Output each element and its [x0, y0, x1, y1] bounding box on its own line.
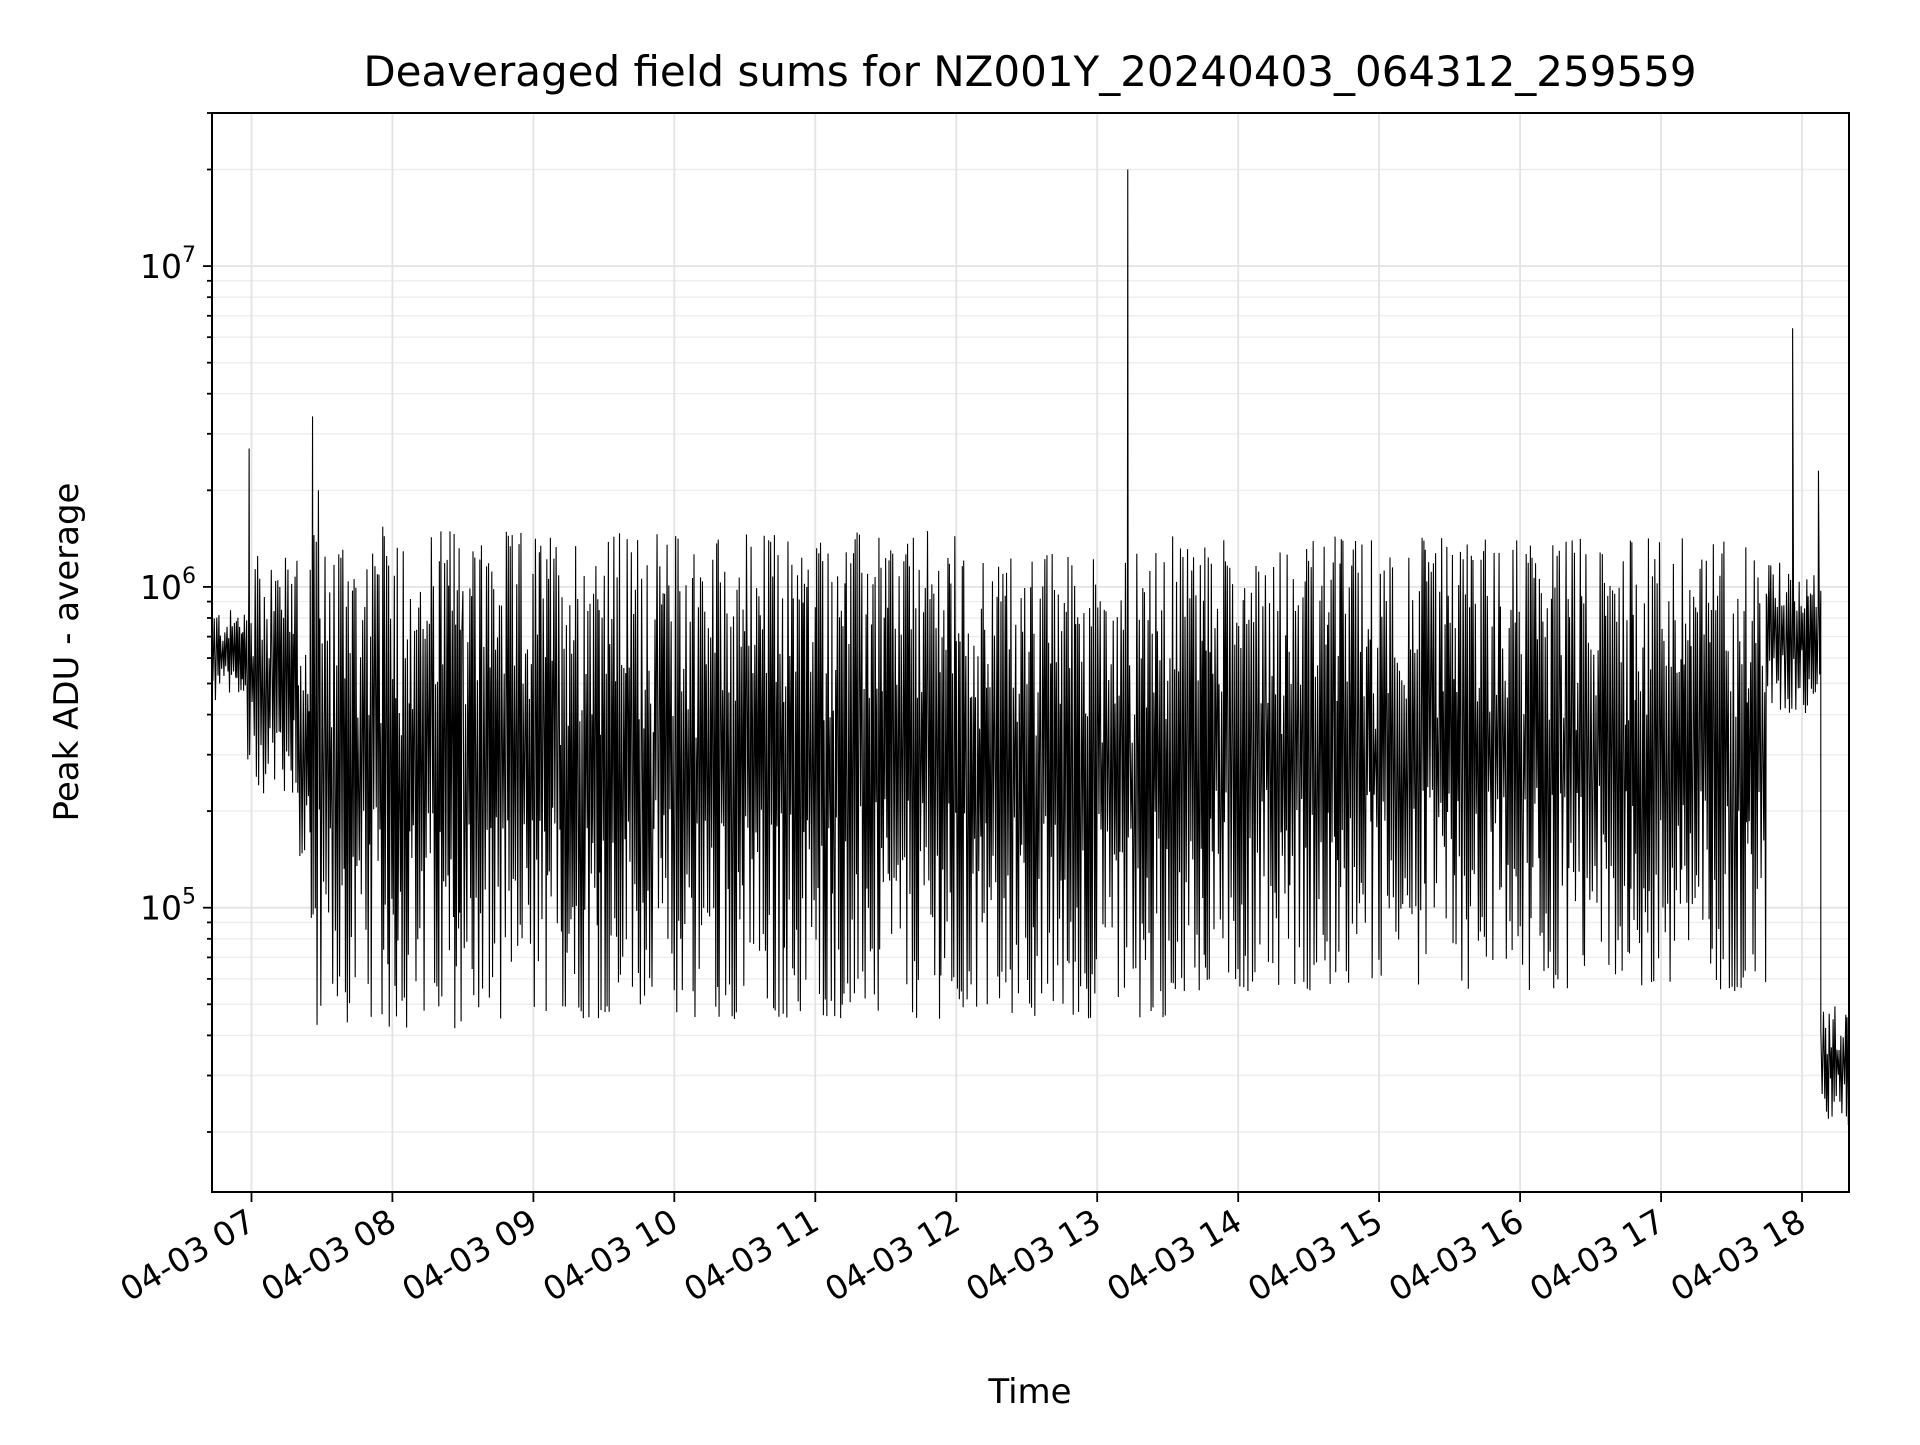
- x-axis-label: Time: [987, 1372, 1071, 1412]
- chart-title: Deaveraged field sums for NZ001Y_2024040…: [363, 47, 1696, 96]
- y-tick-base: 10: [140, 247, 182, 286]
- y-tick-exponent: 7: [182, 243, 196, 268]
- plot-area: [211, 169, 1849, 1126]
- y-tick-base: 10: [140, 889, 182, 928]
- y-tick-base: 10: [140, 568, 182, 607]
- y-axis-label: Peak ADU - average: [47, 483, 87, 822]
- y-tick-label: 107: [140, 243, 196, 286]
- y-tick-label: 105: [140, 885, 196, 928]
- series-line: [211, 169, 1849, 1126]
- y-tick-label: 106: [140, 564, 196, 607]
- y-tick-exponent: 6: [182, 564, 196, 589]
- y-tick-exponent: 5: [182, 885, 196, 910]
- axes-frame: [211, 112, 1850, 1193]
